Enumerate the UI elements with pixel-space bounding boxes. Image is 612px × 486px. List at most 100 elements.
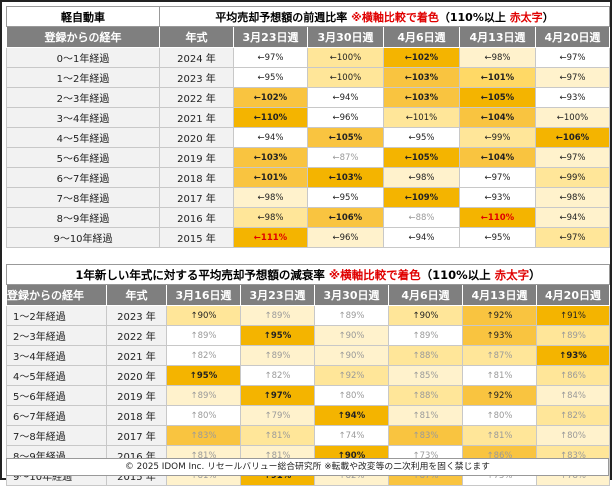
value-cell: ↑89% (240, 345, 315, 366)
row-age-label: 3～4年経過 (6, 107, 160, 128)
table1-title-paren-close: ） (542, 10, 554, 24)
column-header: 登録からの経年 (6, 26, 160, 48)
table2-title-note: ※横軸比較で着色 (328, 267, 421, 282)
value-cell: ↑88% (388, 345, 463, 366)
value-cell: ←95% (383, 127, 460, 148)
column-header: 3月23日週 (233, 26, 308, 48)
value-cell: ↑90% (314, 345, 389, 366)
row-model-year: 2018 年 (106, 405, 167, 426)
value-cell: ←100% (307, 47, 384, 68)
value-cell: ↑81% (462, 425, 537, 446)
value-cell: ←109% (383, 187, 460, 208)
table-row: 4～5年経過 2020 年 ←94% ←105% ←95% ←99% ←106% (6, 127, 610, 148)
value-cell: ↑95% (240, 325, 315, 346)
table-row: 1～2年経過 2023 年 ↑90% ↑89% ↑89% ↑90% ↑92% ↑91% (6, 305, 610, 326)
value-cell: ↑82% (166, 345, 241, 366)
copyright-footer: © 2025 IDOM Inc. リセールバリュー総合研究所 ※転載や改変等の二… (6, 458, 609, 476)
value-cell: ←94% (307, 87, 384, 108)
column-header: 3月23日週 (240, 284, 315, 306)
value-cell: ↑97% (240, 385, 315, 406)
value-cell: ←98% (233, 187, 308, 208)
value-cell: ←102% (383, 47, 460, 68)
column-header: 年式 (159, 26, 234, 48)
value-cell: ↑90% (314, 325, 389, 346)
row-age-label: 1～2年経過 (6, 67, 160, 88)
value-cell: ←95% (233, 67, 308, 88)
table2-title-row: 1年新しい年式に対する平均売却予想額の減衰率 ※横軸比較で着色（110%以上 赤… (6, 264, 610, 285)
value-cell: ←97% (535, 67, 610, 88)
value-cell: ↑80% (462, 405, 537, 426)
value-cell: ←100% (535, 107, 610, 128)
table2-title-paren-close: ） (529, 267, 541, 282)
value-cell: ←95% (459, 227, 536, 248)
value-cell: ↑85% (388, 365, 463, 386)
table-row: 3～4年経過 2021 年 ←110% ←96% ←101% ←104% ←100% (6, 107, 610, 128)
value-cell: ↑80% (314, 385, 389, 406)
column-header: 4月20日週 (535, 26, 610, 48)
table1-body: 0～1年経過 2024 年 ←97% ←100% ←102% ←98% ←97% 1～2年経過… (6, 47, 610, 248)
value-cell: ←101% (233, 167, 308, 188)
value-cell: ↑82% (240, 365, 315, 386)
value-cell: ↑90% (166, 305, 241, 326)
value-cell: ←97% (535, 147, 610, 168)
value-cell: ↑95% (166, 365, 241, 386)
row-age-label: 3～4年経過 (6, 345, 107, 366)
value-cell: ←110% (233, 107, 308, 128)
value-cell: ←103% (307, 167, 384, 188)
row-age-label: 8～9年経過 (6, 207, 160, 228)
value-cell: ←105% (383, 147, 460, 168)
table-row: 8～9年経過 2016 年 ←98% ←106% ←88% ←110% ←94% (6, 207, 610, 228)
column-header: 4月6日週 (383, 26, 460, 48)
value-cell: ←88% (383, 207, 460, 228)
value-cell: ↑82% (536, 405, 610, 426)
value-cell: ↑89% (536, 325, 610, 346)
value-cell: ←98% (233, 207, 308, 228)
column-header: 3月30日週 (307, 26, 384, 48)
value-cell: ↑92% (462, 385, 537, 406)
value-cell: ←97% (535, 47, 610, 68)
value-cell: ←97% (233, 47, 308, 68)
value-cell: ↑94% (314, 405, 389, 426)
value-cell: ↑89% (240, 305, 315, 326)
table1-title-red: 赤太字 (509, 10, 543, 24)
row-age-label: 9～10年経過 (6, 227, 160, 248)
value-cell: ←99% (535, 167, 610, 188)
table-row: 6～7年経過 2018 年 ←101% ←103% ←98% ←97% ←99% (6, 167, 610, 188)
table2-title: 1年新しい年式に対する平均売却予想額の減衰率 ※横軸比較で着色（110%以上 赤… (6, 264, 610, 285)
column-header: 4月13日週 (462, 284, 537, 306)
value-cell: ↑89% (314, 305, 389, 326)
value-cell: ←99% (459, 127, 536, 148)
row-age-label: 0～1年経過 (6, 47, 160, 68)
value-cell: ←105% (307, 127, 384, 148)
table1-title-main: 平均売却予想額の前週比率 (215, 10, 348, 24)
value-cell: ←97% (459, 167, 536, 188)
table-row: 0～1年経過 2024 年 ←97% ←100% ←102% ←98% ←97% (6, 47, 610, 68)
row-age-label: 2～3年経過 (6, 87, 160, 108)
value-cell: ←97% (535, 227, 610, 248)
row-model-year: 2024 年 (159, 47, 234, 68)
table-row: 5～6年経過 2019 年 ←103% ←87% ←105% ←104% ←97% (6, 147, 610, 168)
row-model-year: 2020 年 (159, 127, 234, 148)
value-cell: ↑83% (166, 425, 241, 446)
value-cell: ↑87% (462, 345, 537, 366)
value-cell: ←102% (233, 87, 308, 108)
table-row: 2～3年経過 2022 年 ↑89% ↑95% ↑90% ↑89% ↑93% ↑89% (6, 325, 610, 346)
column-header: 登録からの経年 (6, 284, 107, 306)
row-model-year: 2021 年 (159, 107, 234, 128)
value-cell: ←101% (459, 67, 536, 88)
value-cell: ←94% (233, 127, 308, 148)
row-model-year: 2018 年 (159, 167, 234, 188)
value-cell: ←87% (307, 147, 384, 168)
vehicle-category-label: 軽自動車 (6, 6, 160, 27)
table-row: 7～8年経過 2017 年 ↑83% ↑81% ↑74% ↑83% ↑81% ↑80% (6, 425, 610, 446)
value-cell: ←98% (459, 47, 536, 68)
value-cell: ↑83% (388, 425, 463, 446)
value-cell: ←93% (459, 187, 536, 208)
value-cell: ←93% (535, 87, 610, 108)
row-age-label: 6～7年経過 (6, 167, 160, 188)
table-row: 9～10年経過 2015 年 ←111% ←96% ←94% ←95% ←97% (6, 227, 610, 248)
table1-title: 平均売却予想額の前週比率 ※横軸比較で着色（110%以上 赤太字） (159, 6, 610, 27)
column-header: 4月6日週 (388, 284, 463, 306)
value-cell: ↑89% (388, 325, 463, 346)
value-cell: ↑89% (166, 325, 241, 346)
